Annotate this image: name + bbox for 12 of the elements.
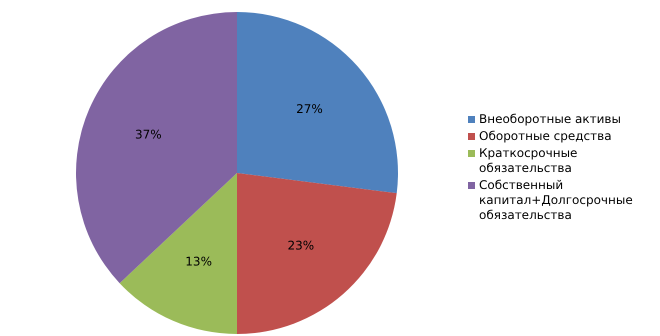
legend-label: Внеоборотные активы [479, 112, 621, 126]
legend-label: Оборотные средства [479, 128, 612, 144]
pie-slice [76, 12, 237, 284]
data-label: 27% [296, 102, 323, 116]
legend-label: Краткосрочные обязательства [479, 146, 578, 176]
data-label: 13% [185, 254, 212, 269]
pie-slice [237, 173, 397, 334]
data-label: 37% [135, 128, 162, 142]
pie-slice [237, 12, 398, 194]
pie-slice [120, 173, 237, 334]
legend-label: Собственный капитал+Долгосрочные обязательства [479, 178, 634, 222]
data-label: 23% [288, 238, 314, 252]
